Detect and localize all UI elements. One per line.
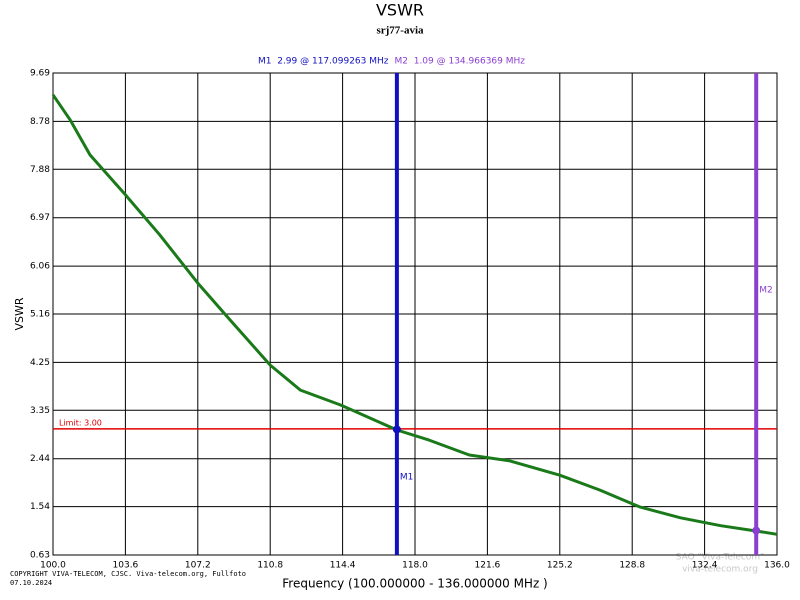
marker-readout: M2 1.09 @ 134.966369 MHz <box>395 57 526 67</box>
x-tick-label: 125.2 <box>547 561 573 571</box>
marker-readout: M1 2.99 @ 117.099263 MHz <box>258 57 389 67</box>
y-tick-label: 0.63 <box>30 551 50 561</box>
plot-frame <box>52 72 778 556</box>
x-tick-label: 118.0 <box>402 561 428 571</box>
y-axis-label: VSWR <box>13 297 26 330</box>
x-tick-label: 136.0 <box>764 561 790 571</box>
marker-label: M2 <box>759 286 773 296</box>
x-tick-label: 132.4 <box>692 561 718 571</box>
copyright: COPYRIGHT VIVA-TELECOM, CJSC. Viva-telec… <box>10 570 246 578</box>
x-tick-label: 107.2 <box>185 561 211 571</box>
watermark: viva-telecom.org <box>682 565 758 575</box>
x-tick-label: 110.8 <box>257 561 283 571</box>
x-tick-label: 121.6 <box>475 561 501 571</box>
date: 07.10.2024 <box>10 579 52 587</box>
y-tick-label: 6.06 <box>30 262 50 272</box>
y-tick-label: 9.69 <box>30 69 50 79</box>
x-tick-label: 128.8 <box>619 561 645 571</box>
x-tick-label: 100.0 <box>40 561 66 571</box>
watermark: SAO "Viva-Telecom" <box>676 553 765 563</box>
y-tick-label: 6.97 <box>30 213 50 223</box>
y-tick-label: 5.16 <box>30 310 50 320</box>
limit-label: Limit: 3.00 <box>59 418 102 427</box>
y-tick-label: 4.25 <box>30 358 50 368</box>
y-tick-label: 8.78 <box>30 117 50 127</box>
x-tick-label: 103.6 <box>113 561 139 571</box>
y-tick-label: 3.35 <box>30 406 50 416</box>
chart-subtitle: srj77-avia <box>376 25 424 37</box>
chart-title: VSWR <box>376 1 424 20</box>
y-tick-label: 1.54 <box>30 502 50 512</box>
marker-point <box>392 425 401 434</box>
marker-point <box>752 526 761 535</box>
x-tick-label: 114.4 <box>330 561 356 571</box>
y-tick-label: 2.44 <box>30 454 50 464</box>
y-tick-label: 7.88 <box>30 165 50 175</box>
x-axis-label: Frequency (100.000000 - 136.000000 MHz ) <box>282 577 548 591</box>
marker-label: M1 <box>400 473 414 483</box>
